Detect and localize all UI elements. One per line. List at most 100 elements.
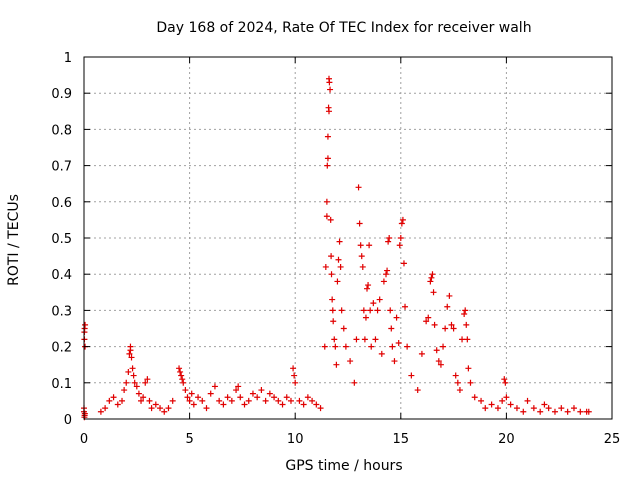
data-point [397, 235, 404, 241]
data-point [513, 405, 520, 412]
data-point [321, 343, 328, 350]
data-point [418, 350, 425, 357]
data-point [199, 397, 206, 404]
data-point [323, 213, 330, 220]
data-point [464, 336, 471, 343]
x-tick-label: 20 [498, 432, 515, 447]
data-point [82, 321, 89, 328]
y-tick-label: 0.8 [51, 123, 72, 138]
data-point [385, 238, 392, 245]
y-tick-label: 0.5 [51, 232, 72, 247]
data-point [292, 379, 299, 386]
data-point [488, 401, 495, 408]
data-point [384, 267, 391, 274]
data-point [429, 271, 436, 278]
data-point [372, 336, 379, 343]
data-point [499, 397, 506, 404]
data-point [577, 408, 584, 415]
data-point [182, 387, 189, 394]
data-point [330, 318, 337, 325]
data-point [452, 372, 459, 379]
data-point [376, 296, 383, 303]
data-point [507, 401, 514, 408]
data-point [435, 358, 442, 365]
data-point [428, 274, 435, 281]
data-point [353, 336, 360, 343]
data-point [184, 394, 191, 401]
y-tick-label: 0.9 [51, 87, 72, 102]
data-point [144, 376, 151, 383]
data-point [148, 405, 155, 412]
x-tick-label: 15 [393, 432, 410, 447]
data-point [357, 242, 364, 249]
data-point [254, 394, 261, 401]
y-tick-label: 0.6 [51, 196, 72, 211]
data-point [558, 405, 565, 412]
data-point [207, 390, 214, 397]
data-point [342, 343, 349, 350]
data-point [324, 133, 331, 140]
data-point [431, 321, 438, 328]
data-point [324, 155, 331, 162]
data-point [329, 307, 336, 314]
data-point [180, 379, 187, 386]
data-point [304, 394, 311, 401]
data-point [176, 365, 183, 372]
data-point [462, 307, 469, 314]
data-point [494, 405, 501, 412]
data-point [146, 397, 153, 404]
data-point [338, 307, 345, 314]
data-point [317, 405, 324, 412]
data-point [370, 300, 377, 307]
data-point [258, 387, 265, 394]
x-axis: 0 5 10 15 20 25 [80, 57, 620, 447]
data-point [503, 394, 510, 401]
data-point [195, 394, 202, 401]
data-point [190, 401, 197, 408]
data-point [442, 325, 449, 332]
data-point [359, 263, 366, 270]
data-point [334, 278, 341, 285]
y-tick-label: 0.3 [51, 304, 72, 319]
data-point [362, 314, 369, 321]
data-point [366, 242, 373, 249]
data-point [465, 365, 472, 372]
data-point [461, 311, 468, 318]
data-point [327, 216, 334, 223]
data-point [290, 365, 297, 372]
data-point [177, 368, 184, 375]
data-point [296, 397, 303, 404]
data-point [347, 358, 354, 365]
data-point [271, 394, 278, 401]
data-point [126, 350, 133, 357]
data-point [228, 397, 235, 404]
data-point [398, 220, 405, 227]
data-point [456, 387, 463, 394]
data-point [427, 278, 434, 285]
data-point [313, 401, 320, 408]
data-point [110, 394, 117, 401]
data-point [211, 383, 218, 390]
data-point [502, 379, 509, 386]
y-axis: 0 0.1 0.2 0.3 0.4 0.5 0.6 0.7 0.8 0.9 1 [51, 51, 612, 428]
data-point [351, 379, 358, 386]
data-point [106, 397, 113, 404]
data-point [355, 184, 362, 191]
data-point [463, 321, 470, 328]
data-point [337, 263, 344, 270]
data-point [128, 354, 135, 361]
y-tick-label: 0.7 [51, 160, 72, 175]
data-point [501, 376, 508, 383]
data-point [454, 379, 461, 386]
data-point [368, 343, 375, 350]
data-point [324, 162, 331, 169]
data-point [364, 285, 371, 292]
data-point [130, 372, 137, 379]
data-point [235, 383, 242, 390]
data-point [585, 408, 592, 415]
data-point [123, 379, 130, 386]
data-point [551, 408, 558, 415]
data-point [329, 296, 336, 303]
data-point [387, 307, 394, 314]
x-tick-label: 0 [80, 432, 88, 447]
